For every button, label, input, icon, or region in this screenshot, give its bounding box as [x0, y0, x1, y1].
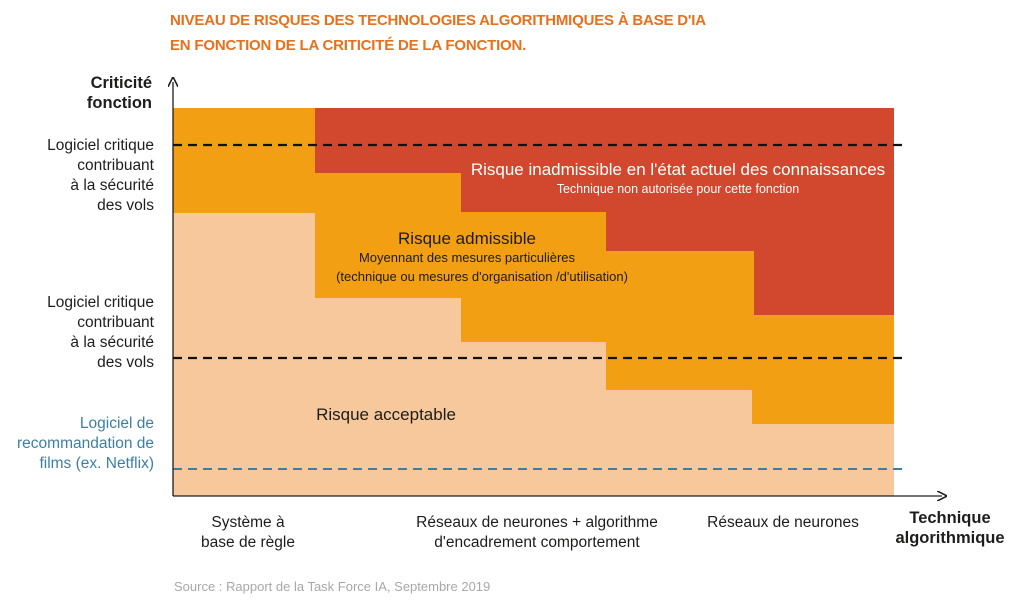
zone-admissible-subtitle-2: (technique ou mesures d'organisation /d'…	[336, 269, 628, 284]
x-category-rules: Système à base de règle	[183, 513, 313, 553]
zone-admissible-title: Risque admissible	[398, 229, 536, 248]
zone-inadmissible-title: Risque inadmissible en l'état actuel des…	[471, 160, 885, 179]
x-category-nn-supervised: Réseaux de neurones + algorithme d'encad…	[397, 513, 677, 553]
x-category-label-line: Réseaux de neurones	[707, 514, 859, 531]
y-level-label-line: à la sécurité	[70, 334, 154, 351]
y-level-label-line: contribuant	[77, 157, 154, 174]
y-level-label-line: contribuant	[77, 314, 154, 331]
y-level-label-critical-high: Logiciel critique contribuant à la sécur…	[47, 136, 154, 216]
y-level-label-recommendation: Logiciel de recommandation de films (ex.…	[17, 414, 154, 474]
zone-admissible-subtitle-1: Moyennant des mesures particulières	[359, 250, 576, 265]
y-level-label-line: films (ex. Netflix)	[39, 455, 154, 472]
x-category-label-line: d'encadrement comportement	[434, 534, 640, 551]
y-level-label-line: des vols	[97, 197, 154, 214]
y-level-label-line: Logiciel critique	[47, 294, 154, 311]
y-level-label-critical-low: Logiciel critique contribuant à la sécur…	[47, 293, 154, 373]
chart-title-line-1: NIVEAU DE RISQUES DES TECHNOLOGIES ALGOR…	[170, 12, 706, 29]
y-level-label-line: à la sécurité	[70, 177, 154, 194]
x-axis-title-line-1: Technique	[909, 509, 991, 527]
chart-title-line-2: EN FONCTION DE LA CRITICITÉ DE LA FONCTI…	[170, 37, 527, 54]
x-axis-title: Technique algorithmique	[890, 508, 1010, 548]
y-axis-title-line-1: Criticité	[90, 74, 152, 92]
chart-title: NIVEAU DE RISQUES DES TECHNOLOGIES ALGOR…	[170, 8, 790, 58]
y-level-label-line: recommandation de	[17, 435, 154, 452]
x-category-label-line: base de règle	[201, 534, 295, 551]
x-category-label-line: Réseaux de neurones + algorithme	[416, 514, 658, 531]
zone-inadmissible-subtitle: Technique non autorisée pour cette fonct…	[557, 182, 800, 196]
y-level-label-line: Logiciel de	[79, 415, 154, 432]
y-axis-title: Criticité fonction	[80, 73, 152, 113]
y-axis-title-line-2: fonction	[86, 94, 152, 112]
source-note: Source : Rapport de la Task Force IA, Se…	[174, 579, 491, 594]
y-level-label-line: Logiciel critique	[47, 137, 154, 154]
x-category-label-line: Système à	[211, 514, 285, 531]
x-axis-title-line-2: algorithmique	[895, 529, 1005, 547]
y-level-label-line: des vols	[97, 354, 154, 371]
zone-inadmissible	[315, 108, 894, 315]
zone-acceptable-title: Risque acceptable	[316, 405, 456, 424]
x-category-nn: Réseaux de neurones	[693, 513, 873, 533]
